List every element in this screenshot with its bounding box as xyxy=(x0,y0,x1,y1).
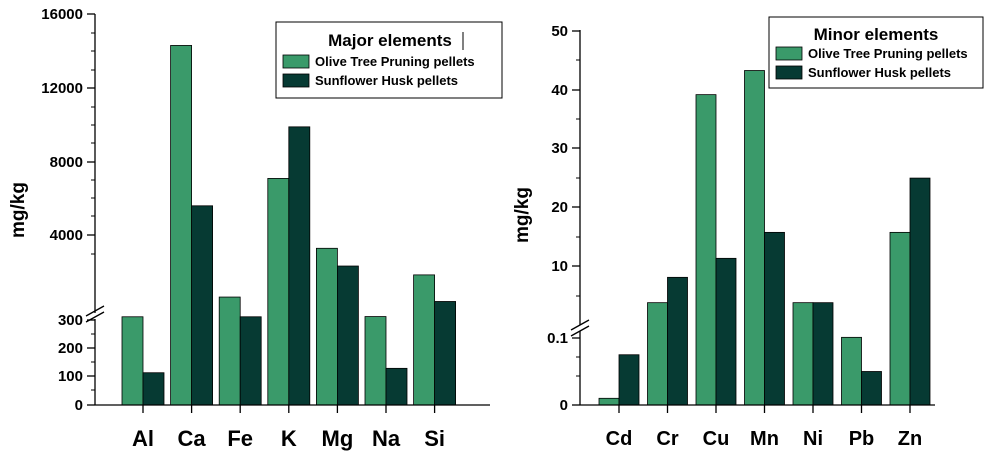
minor-legend-label-olive: Olive Tree Pruning pellets xyxy=(808,46,968,61)
minor-y-axis-label: mg/kg xyxy=(512,187,533,243)
major-legend: Major elements Olive Tree Pruning pellet… xyxy=(275,21,503,99)
x-tick-label-cr: Cr xyxy=(656,428,678,450)
bar-mn-olive xyxy=(744,70,765,406)
y-tick-label: 8000 xyxy=(50,154,83,171)
bar-pb-sunflower xyxy=(861,371,882,406)
minor-legend-swatch-olive xyxy=(775,46,803,61)
major-legend-label-sunflower: Sunflower Husk pellets xyxy=(315,73,458,88)
y-tick-label: 40 xyxy=(551,82,568,99)
major-legend-swatch-sunflower xyxy=(282,73,310,88)
x-tick-label-ni: Ni xyxy=(803,428,823,450)
major-legend-label-olive: Olive Tree Pruning pellets xyxy=(315,54,475,69)
y-tick-label: 16000 xyxy=(41,6,83,23)
bar-cd-sunflower xyxy=(618,354,640,406)
major-elements-chart: 0 100 200 300 4000 8000 12000 16000 Al Ca Fe K Mg Na… xyxy=(8,6,503,451)
y-tick-label: 10 xyxy=(551,258,568,275)
minor-elements-chart: 0 0.1 10 20 30 40 50 Cd Cr Cu Mn Ni Pb Zn mg/kg Mino… xyxy=(512,16,984,450)
major-y-ticks: 0 100 200 300 4000 8000 12000 16000 xyxy=(41,6,95,414)
bar-k-sunflower xyxy=(288,126,311,406)
minor-y-ticks: 0 0.1 10 20 30 40 50 xyxy=(547,23,580,414)
x-tick-label-cd: Cd xyxy=(606,428,633,450)
x-tick-label-k: K xyxy=(281,426,297,451)
x-tick-label-zn: Zn xyxy=(898,428,922,450)
bar-si-olive xyxy=(413,274,436,406)
bar-al-olive xyxy=(121,316,144,406)
minor-legend-title: Minor elements xyxy=(814,25,939,44)
bar-cr-olive xyxy=(647,302,668,406)
bar-ca-sunflower xyxy=(191,205,214,406)
bar-na-sunflower xyxy=(385,367,408,406)
bar-cu-sunflower xyxy=(715,257,737,406)
minor-legend-swatch-sunflower xyxy=(775,65,803,80)
x-tick-label-cu: Cu xyxy=(703,428,730,450)
y-tick-label: 4000 xyxy=(50,227,83,244)
bar-k-olive xyxy=(267,178,290,406)
bar-mg-sunflower xyxy=(336,265,359,406)
bar-si-sunflower xyxy=(434,301,457,406)
x-tick-label-fe: Fe xyxy=(227,426,253,451)
y-tick-label: 50 xyxy=(551,23,568,40)
major-legend-title: Major elements xyxy=(328,31,452,50)
x-tick-label-ca: Ca xyxy=(178,426,207,451)
x-tick-label-mg: Mg xyxy=(322,426,354,451)
bar-cr-sunflower xyxy=(667,276,688,406)
minor-y-axis: 0 0.1 10 20 30 40 50 xyxy=(547,23,590,414)
bar-cd-olive xyxy=(598,397,620,406)
y-tick-label: 30 xyxy=(551,140,568,157)
y-tick-label: 0 xyxy=(75,397,83,414)
bar-mn-sunflower xyxy=(764,231,785,406)
y-tick-label: 0.1 xyxy=(547,330,568,347)
bar-zn-sunflower xyxy=(909,177,931,406)
minor-legend-label-sunflower: Sunflower Husk pellets xyxy=(808,65,951,80)
major-x-axis: Al Ca Fe K Mg Na Si xyxy=(95,404,490,451)
major-y-axis-label: mg/kg xyxy=(8,182,29,238)
y-tick-label: 300 xyxy=(58,312,83,329)
bar-mg-olive xyxy=(315,247,338,406)
bar-al-sunflower xyxy=(142,372,165,406)
bar-ni-olive xyxy=(792,302,814,406)
major-y-axis: 0 100 200 300 4000 8000 12000 16000 xyxy=(41,6,105,414)
x-tick-label-na: Na xyxy=(372,426,401,451)
x-tick-label-al: Al xyxy=(132,426,154,451)
minor-bars xyxy=(598,70,931,406)
major-legend-swatch-olive xyxy=(282,54,310,69)
y-tick-label: 20 xyxy=(551,199,568,216)
minor-x-ticks: Cd Cr Cu Mn Ni Pb Zn xyxy=(606,405,922,450)
bar-fe-sunflower xyxy=(239,316,262,406)
bar-cu-olive xyxy=(695,94,717,406)
bar-zn-olive xyxy=(889,231,911,406)
x-tick-label-mn: Mn xyxy=(750,428,779,450)
bar-ca-olive xyxy=(170,45,193,406)
x-tick-label-si: Si xyxy=(424,426,445,451)
y-tick-label: 0 xyxy=(560,397,568,414)
bar-ni-sunflower xyxy=(812,302,834,406)
major-x-ticks: Al Ca Fe K Mg Na Si xyxy=(132,405,445,451)
y-tick-label: 100 xyxy=(58,368,83,385)
minor-legend: Minor elements Olive Tree Pruning pellet… xyxy=(768,16,984,89)
y-tick-label: 200 xyxy=(58,340,83,357)
bar-fe-olive xyxy=(218,296,241,406)
minor-x-axis: Cd Cr Cu Mn Ni Pb Zn xyxy=(580,404,935,450)
bar-na-olive xyxy=(364,316,387,406)
major-bars xyxy=(121,45,457,406)
y-tick-label: 12000 xyxy=(41,80,83,97)
bar-pb-olive xyxy=(841,336,862,406)
x-tick-label-pb: Pb xyxy=(849,428,875,450)
